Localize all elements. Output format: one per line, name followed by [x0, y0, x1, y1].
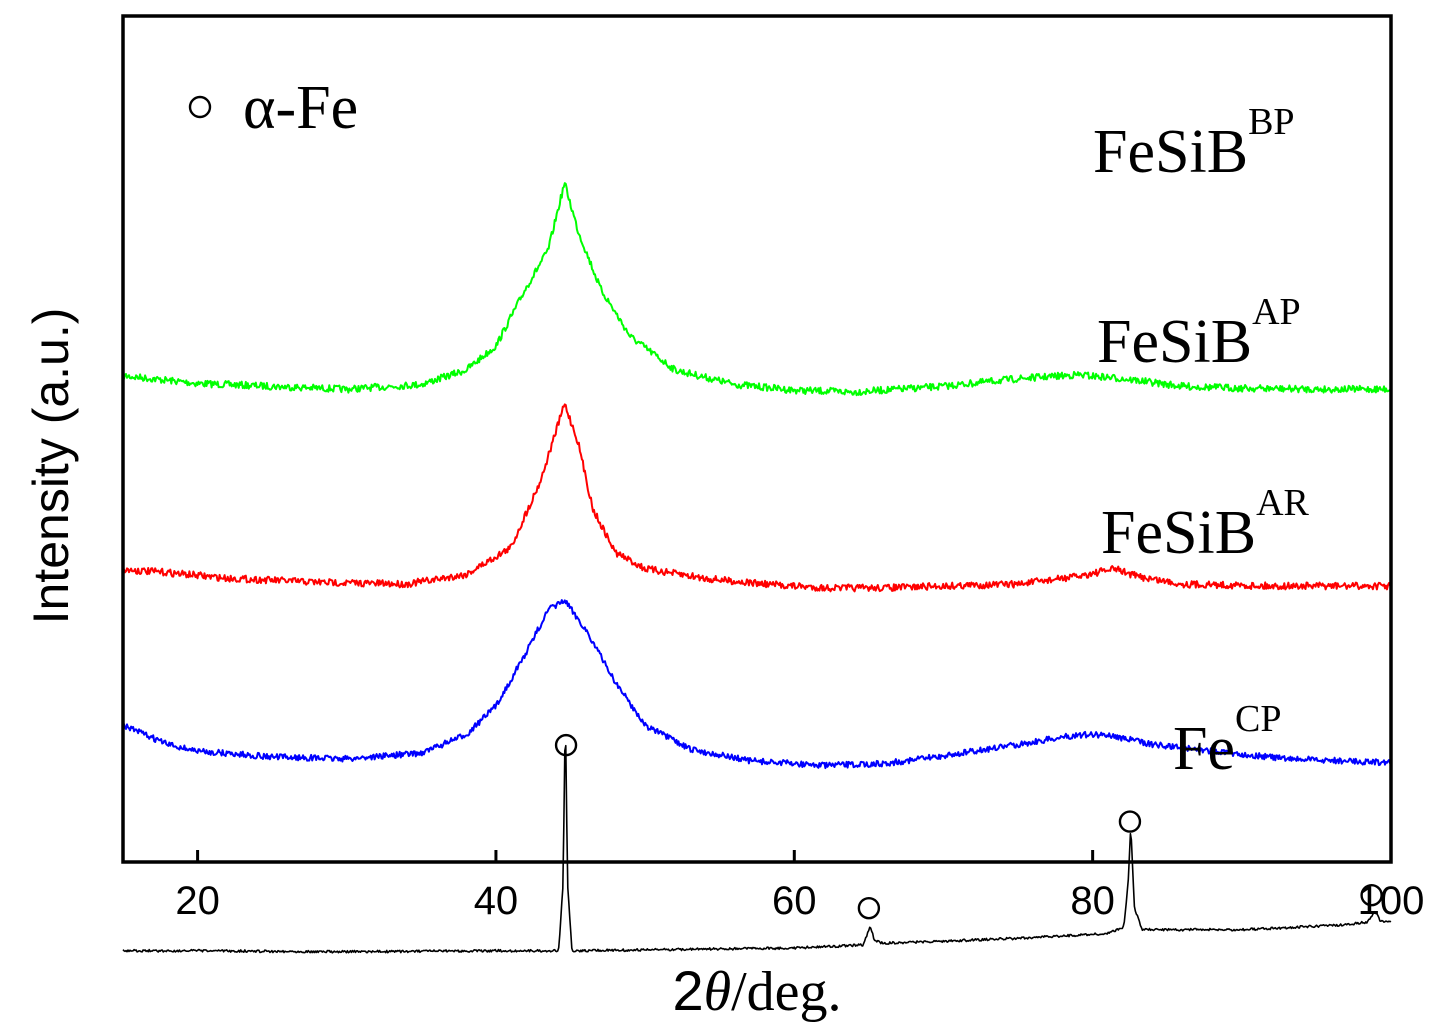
series-line-fesib-ap: [122, 403, 1392, 593]
x-axis-ticks: 20 40 60 80 100: [175, 850, 1424, 923]
x-tick-label-60: 60: [772, 879, 817, 923]
peak-marker-layer: [554, 733, 1383, 920]
x-tick-label-100: 100: [1358, 879, 1425, 923]
peak-marker-1: [857, 896, 881, 920]
series-layer: [122, 182, 1392, 954]
peak-marker-0: [554, 733, 578, 757]
legend-circle-icon: [188, 95, 212, 119]
series-label-cp: FeCP: [1173, 698, 1281, 783]
x-axis-title: 2θ/deg.: [672, 959, 841, 1023]
y-axis-title: Intensity (a.u.): [23, 308, 79, 625]
x-tick-label-40: 40: [474, 879, 519, 923]
series-line-fesib-bp: [122, 182, 1392, 397]
series-line-fe-cp: [122, 744, 1392, 954]
peak-marker-3: [1360, 884, 1383, 907]
x-tick-label-80: 80: [1070, 879, 1115, 923]
peak-marker-2: [1118, 810, 1142, 833]
plot-frame: [121, 14, 1393, 864]
legend-label: α-Fe: [243, 74, 358, 142]
series-label-ar: FeSiBAR: [1101, 482, 1310, 567]
x-tick-label-20: 20: [175, 879, 220, 923]
series-label-ap: FeSiBAP: [1097, 291, 1301, 376]
series-line-fesib-ar: [122, 599, 1392, 770]
series-label-bp: FeSiBBP: [1093, 101, 1295, 186]
